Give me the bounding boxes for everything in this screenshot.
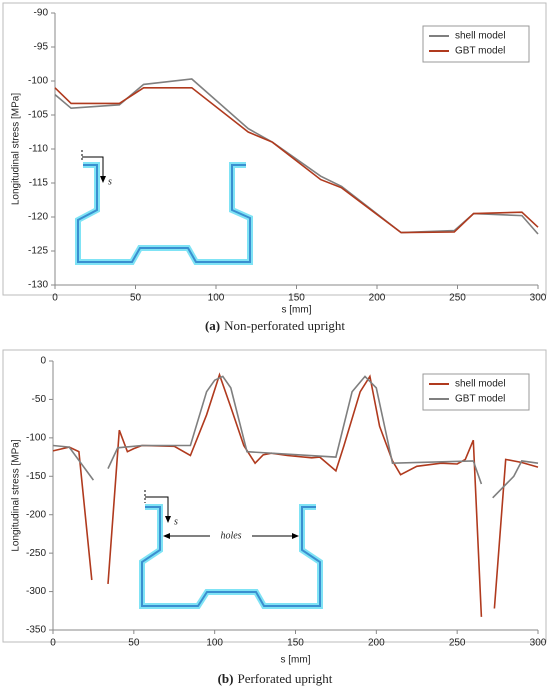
x-tick-label: 250 (449, 638, 466, 649)
y-tick-label: -105 (28, 110, 48, 121)
caption-text: Non-perforated upright (224, 318, 345, 333)
line-series (52, 375, 539, 499)
x-tick-label: 50 (130, 293, 142, 304)
y-tick-label: -350 (26, 625, 46, 636)
x-tick-label: 200 (368, 638, 385, 649)
y-tick-label: -90 (34, 8, 49, 19)
y-tick-label: -125 (28, 246, 48, 257)
cross-section (75, 150, 253, 265)
y-axis-label: Longitudinal stress [MPa] (11, 439, 22, 552)
x-tick-label: 150 (287, 638, 304, 649)
annotation: s (174, 516, 178, 527)
line-series (52, 372, 539, 617)
y-tick-label: 0 (40, 356, 46, 367)
y-tick-label: -150 (26, 471, 46, 482)
y-tick-label: -115 (29, 178, 49, 189)
legend-label: GBT model (455, 46, 505, 57)
caption: (b) Perforated upright (218, 671, 333, 686)
line-series (54, 87, 539, 234)
y-tick-label: -130 (28, 280, 48, 291)
x-tick-label: 100 (208, 293, 225, 304)
panel-frame (2, 349, 547, 643)
y-tick-label: -250 (26, 548, 46, 559)
legend-box (422, 25, 530, 63)
annotation: holes (220, 530, 241, 541)
x-tick-label: 250 (449, 293, 466, 304)
y-tick-label: -200 (26, 509, 46, 520)
annotation: s (108, 176, 112, 187)
caption-label: (b) (218, 671, 234, 686)
legend-label: shell model (455, 31, 506, 42)
y-tick-label: -120 (28, 212, 48, 223)
y-tick-label: -300 (26, 586, 46, 597)
y-tick-label: -50 (32, 394, 47, 405)
x-tick-label: 0 (52, 293, 58, 304)
x-tick-label: 200 (369, 293, 386, 304)
legend-label: shell model (455, 379, 506, 390)
x-tick-label: 150 (288, 293, 305, 304)
x-tick-label: 50 (128, 638, 140, 649)
y-axis-label: Longitudinal stress [MPa] (11, 93, 22, 206)
cross-section (139, 490, 323, 609)
y-tick-label: -100 (28, 76, 48, 87)
x-tick-label: 0 (50, 638, 56, 649)
x-axis-label: s [mm] (281, 655, 311, 666)
line-series (54, 78, 539, 235)
y-tick-label: -100 (26, 432, 46, 443)
panel-frame (2, 2, 547, 296)
legend-box (422, 373, 530, 411)
y-tick-label: -95 (34, 42, 49, 53)
caption-text: Perforated upright (237, 671, 332, 686)
x-tick-label: 100 (206, 638, 223, 649)
y-tick-label: -110 (29, 144, 49, 155)
x-tick-label: 300 (530, 638, 547, 649)
legend-label: GBT model (455, 394, 505, 405)
x-tick-label: 300 (530, 293, 547, 304)
x-axis-label: s [mm] (282, 305, 312, 316)
caption-label: (a) (205, 318, 220, 333)
caption: (a) Non-perforated upright (205, 318, 345, 333)
